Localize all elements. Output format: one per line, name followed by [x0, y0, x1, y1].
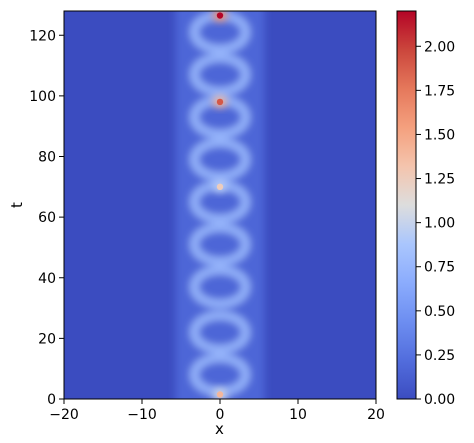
colorbar-tick-label: 0.00 [424, 392, 455, 408]
colorbar-tick-label: 0.75 [424, 260, 455, 276]
x-tick-label: −10 [127, 407, 157, 423]
peak-mark [216, 12, 224, 19]
y-axis: 0 20 40 60 80 100 120 [29, 28, 64, 408]
y-tick-label: 60 [38, 210, 56, 226]
colorbar-tick-label: 2.00 [424, 39, 455, 55]
y-axis-label: t [8, 202, 26, 208]
y-tick-label: 40 [38, 271, 56, 287]
peak-layer [213, 11, 227, 399]
peak-mark [216, 183, 224, 191]
colorbar-gradient [396, 10, 417, 400]
breather-field [175, 11, 265, 399]
x-tick-label: 10 [289, 407, 307, 423]
peak-mark [216, 98, 224, 106]
peak-mark [216, 391, 224, 398]
colorbar-tick-label: 1.75 [424, 83, 455, 99]
colorbar: 0.00 0.25 0.50 0.75 1.00 1.25 1.50 1.75 2.00 [396, 10, 455, 408]
x-tick-label: 0 [216, 407, 225, 423]
colorbar-tick-label: 1.25 [424, 172, 455, 188]
colorbar-tick-label: 0.50 [424, 304, 455, 320]
y-tick-label: 100 [29, 89, 56, 105]
x-tick-label: 20 [367, 407, 385, 423]
x-axis: −20 −10 0 10 20 [49, 399, 385, 423]
y-tick-label: 120 [29, 28, 56, 44]
y-tick-label: 80 [38, 150, 56, 166]
breather-ring [190, 311, 250, 354]
colorbar-tick-label: 1.50 [424, 127, 455, 143]
x-axis-label: x [215, 420, 224, 438]
breather-ring [190, 138, 250, 181]
x-tick-label: −20 [49, 407, 79, 423]
y-tick-label: 20 [38, 331, 56, 347]
breather-ring [190, 53, 250, 96]
heatmap-plot-area [63, 10, 377, 400]
breather-ring [190, 265, 250, 308]
colorbar-tick-label: 0.25 [424, 348, 455, 364]
y-tick-label: 0 [47, 392, 56, 408]
breather-ring [190, 223, 250, 266]
colorbar-tick-label: 1.00 [424, 216, 455, 232]
